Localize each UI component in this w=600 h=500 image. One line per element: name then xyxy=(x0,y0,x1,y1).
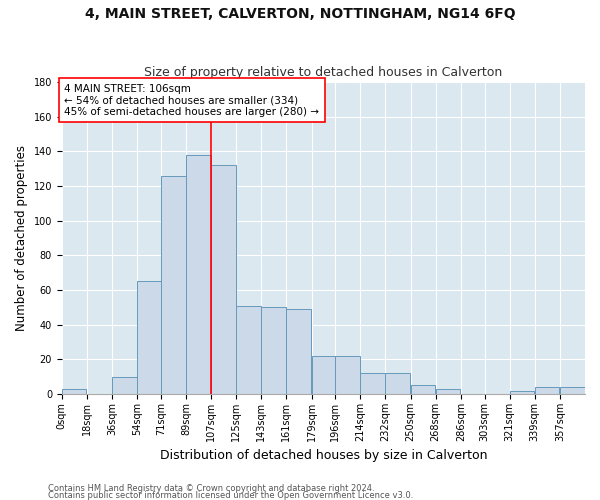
Bar xyxy=(311,356,336,394)
Title: Size of property relative to detached houses in Calverton: Size of property relative to detached ho… xyxy=(144,66,503,80)
Bar xyxy=(560,387,584,394)
Bar xyxy=(236,306,261,394)
Text: 4, MAIN STREET, CALVERTON, NOTTINGHAM, NG14 6FQ: 4, MAIN STREET, CALVERTON, NOTTINGHAM, N… xyxy=(85,8,515,22)
Text: 4 MAIN STREET: 106sqm
← 54% of detached houses are smaller (334)
45% of semi-det: 4 MAIN STREET: 106sqm ← 54% of detached … xyxy=(64,84,319,117)
Text: Contains public sector information licensed under the Open Government Licence v3: Contains public sector information licen… xyxy=(48,491,413,500)
Bar xyxy=(211,166,236,394)
Bar xyxy=(112,377,137,394)
Bar xyxy=(186,155,211,394)
Bar xyxy=(161,176,185,394)
Bar xyxy=(261,308,286,394)
X-axis label: Distribution of detached houses by size in Calverton: Distribution of detached houses by size … xyxy=(160,450,487,462)
Bar xyxy=(62,389,86,394)
Bar xyxy=(509,390,535,394)
Bar xyxy=(385,374,410,394)
Text: Contains HM Land Registry data © Crown copyright and database right 2024.: Contains HM Land Registry data © Crown c… xyxy=(48,484,374,493)
Bar xyxy=(436,389,460,394)
Bar xyxy=(535,387,559,394)
Bar xyxy=(410,386,435,394)
Y-axis label: Number of detached properties: Number of detached properties xyxy=(15,145,28,331)
Bar xyxy=(335,356,360,394)
Bar xyxy=(361,374,385,394)
Bar xyxy=(137,282,162,394)
Bar xyxy=(286,309,311,394)
